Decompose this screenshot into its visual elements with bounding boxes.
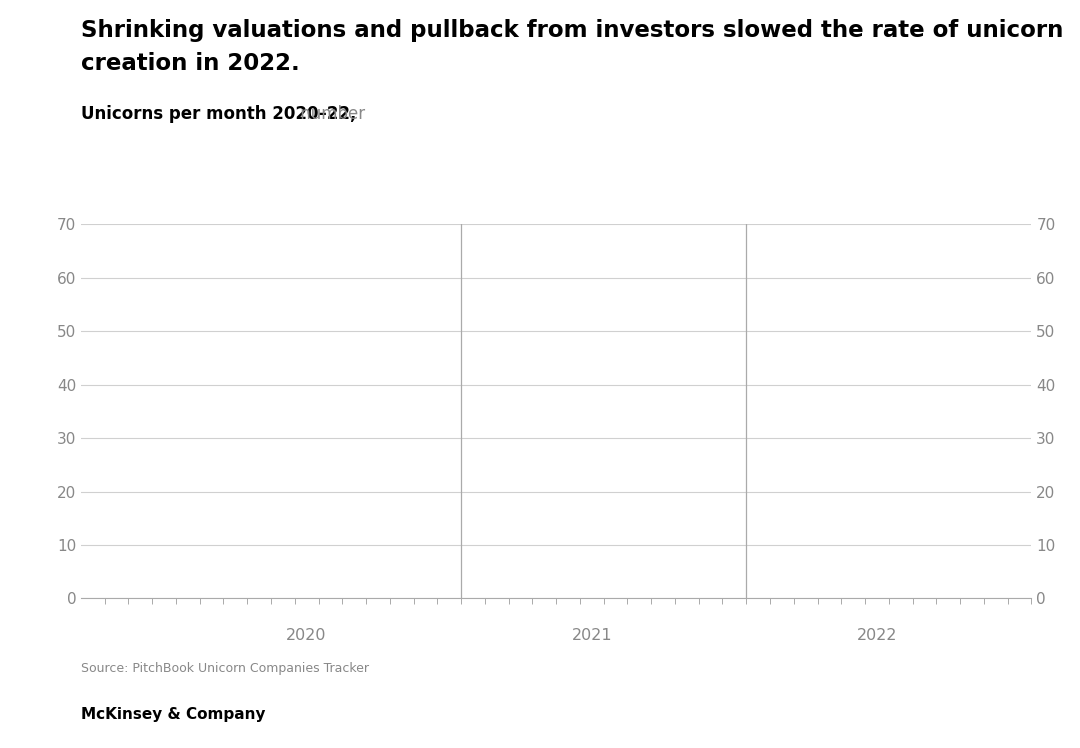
Text: Source: PitchBook Unicorn Companies Tracker: Source: PitchBook Unicorn Companies Trac… — [81, 662, 369, 675]
Text: creation in 2022.: creation in 2022. — [81, 52, 300, 76]
Text: 2020: 2020 — [286, 628, 327, 643]
Text: McKinsey & Company: McKinsey & Company — [81, 707, 266, 722]
Text: 2021: 2021 — [571, 628, 612, 643]
Text: Unicorns per month 2020–22,: Unicorns per month 2020–22, — [81, 105, 356, 123]
Text: 2022: 2022 — [856, 628, 897, 643]
Text: Shrinking valuations and pullback from investors slowed the rate of unicorn: Shrinking valuations and pullback from i… — [81, 19, 1064, 42]
Text: number: number — [295, 105, 365, 123]
